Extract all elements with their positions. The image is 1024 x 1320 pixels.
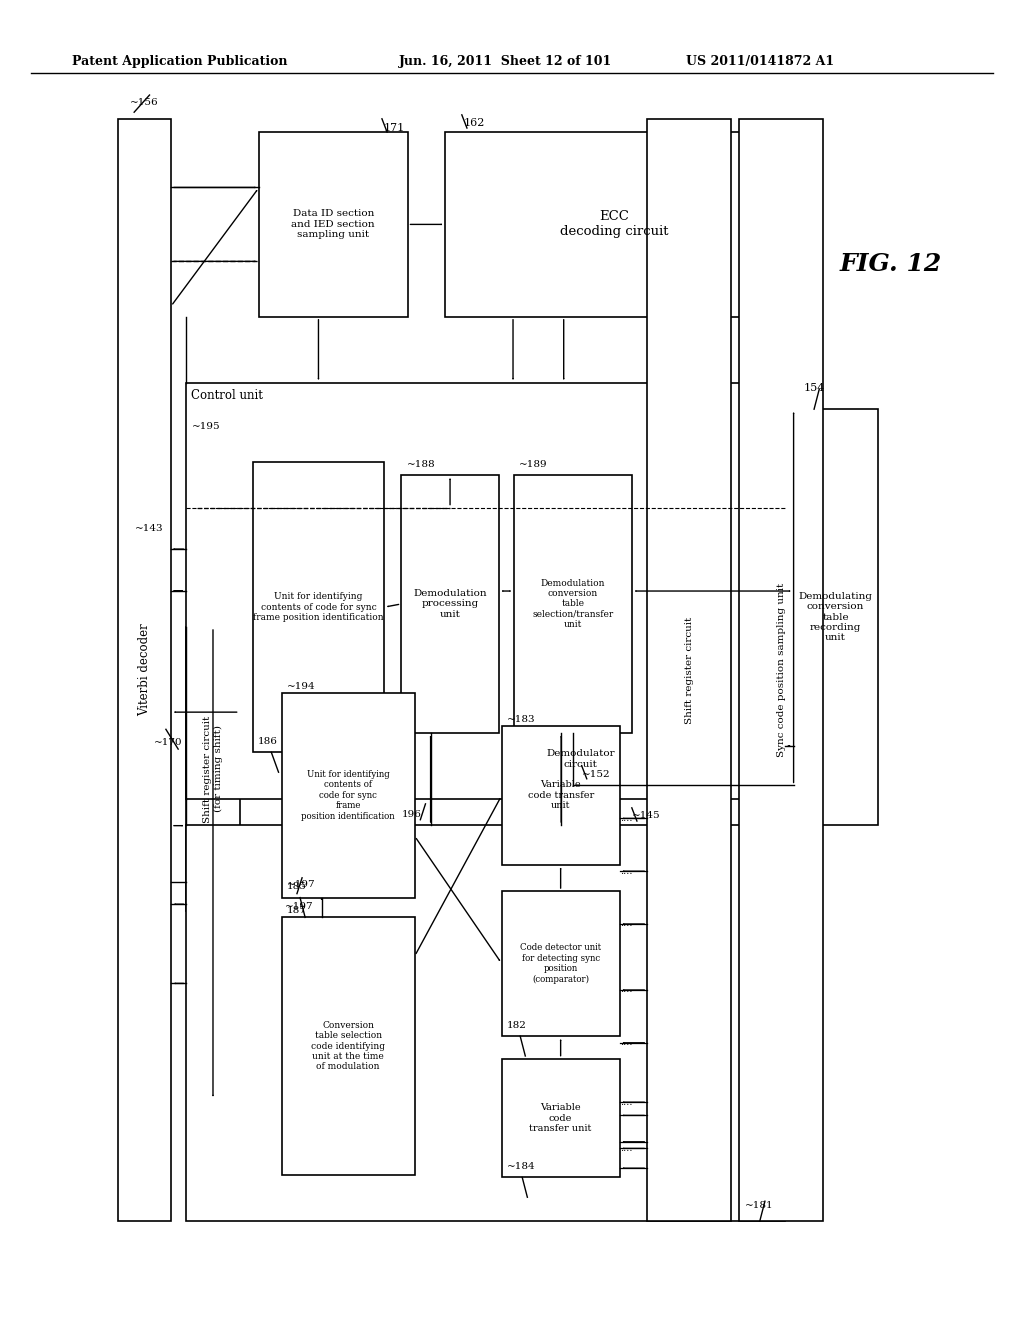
Text: ....: ....: [621, 986, 633, 994]
Text: Variable
code transfer
unit: Variable code transfer unit: [527, 780, 594, 810]
Text: 187: 187: [287, 907, 306, 915]
Text: Control unit: Control unit: [191, 389, 263, 403]
Text: Shift register circuit
(for timing shift): Shift register circuit (for timing shift…: [203, 715, 223, 822]
Text: ~197: ~197: [287, 880, 315, 888]
Text: ....: ....: [621, 814, 633, 822]
Text: Patent Application Publication: Patent Application Publication: [72, 55, 287, 69]
Text: Viterbi decoder: Viterbi decoder: [138, 623, 151, 717]
Text: Sync code position sampling unit: Sync code position sampling unit: [777, 582, 785, 758]
Text: Unit for identifying
contents of code for sync
frame position identification: Unit for identifying contents of code fo…: [253, 593, 384, 622]
Bar: [739, 119, 823, 1221]
Text: 196: 196: [402, 810, 422, 818]
Bar: [647, 119, 731, 1221]
Text: ~195: ~195: [191, 422, 220, 432]
Text: ~197: ~197: [285, 903, 313, 911]
Text: 154: 154: [804, 383, 825, 393]
Text: ~170: ~170: [154, 738, 182, 747]
Text: 162: 162: [464, 117, 485, 128]
Text: Data ID section
and IED section
sampling unit: Data ID section and IED section sampling…: [292, 210, 375, 239]
Bar: [253, 462, 384, 752]
Text: 171: 171: [384, 123, 406, 133]
Bar: [118, 119, 171, 1221]
Text: 185: 185: [287, 882, 306, 891]
Bar: [186, 627, 240, 911]
Text: ....: ....: [621, 867, 633, 875]
Bar: [502, 726, 620, 865]
Text: ~156: ~156: [130, 99, 159, 107]
Text: Variable
code
transfer unit: Variable code transfer unit: [529, 1104, 592, 1133]
Text: ~189: ~189: [519, 461, 548, 469]
Text: Demodulating
conversion
table
recording
unit: Demodulating conversion table recording …: [799, 591, 872, 643]
Text: Demodulation
processing
unit: Demodulation processing unit: [414, 589, 486, 619]
Text: ECC
decoding circuit: ECC decoding circuit: [560, 210, 669, 239]
Text: ~188: ~188: [407, 461, 435, 469]
Bar: [502, 1059, 620, 1177]
Text: ~183: ~183: [507, 715, 536, 723]
Text: ....: ....: [621, 1144, 633, 1152]
Text: Demodulation
conversion
table
selection/transfer
unit: Demodulation conversion table selection/…: [532, 578, 613, 630]
Bar: [794, 409, 878, 825]
Text: ~143: ~143: [135, 524, 164, 533]
Bar: [401, 475, 499, 733]
Bar: [186, 383, 785, 799]
Text: FIG. 12: FIG. 12: [840, 252, 942, 276]
Text: 186: 186: [258, 737, 278, 746]
Text: ....: ....: [621, 1098, 633, 1106]
Text: ~145: ~145: [632, 812, 660, 820]
Text: ....: ....: [621, 920, 633, 928]
Text: US 2011/0141872 A1: US 2011/0141872 A1: [686, 55, 835, 69]
Text: ~181: ~181: [744, 1201, 773, 1210]
Bar: [514, 475, 632, 733]
Text: ~152: ~152: [582, 771, 610, 779]
Bar: [282, 693, 415, 898]
Text: Code detector unit
for detecting sync
position
(comparator): Code detector unit for detecting sync po…: [520, 944, 601, 983]
Text: Demodulator
circuit: Demodulator circuit: [546, 750, 615, 768]
Text: Shift register circuit: Shift register circuit: [685, 616, 693, 723]
Bar: [186, 825, 785, 1221]
Bar: [445, 132, 783, 317]
Text: Jun. 16, 2011  Sheet 12 of 101: Jun. 16, 2011 Sheet 12 of 101: [399, 55, 612, 69]
Text: Unit for identifying
contents of
code for sync
frame
position identification: Unit for identifying contents of code fo…: [301, 770, 395, 821]
Bar: [282, 917, 415, 1175]
Text: 182: 182: [507, 1020, 526, 1030]
Text: Conversion
table selection
code identifying
unit at the time
of modulation: Conversion table selection code identify…: [311, 1020, 385, 1072]
Text: ....: ....: [621, 1039, 633, 1047]
Text: ~194: ~194: [287, 682, 315, 690]
Text: ~184: ~184: [507, 1162, 536, 1171]
Bar: [502, 891, 620, 1036]
Bar: [259, 132, 408, 317]
